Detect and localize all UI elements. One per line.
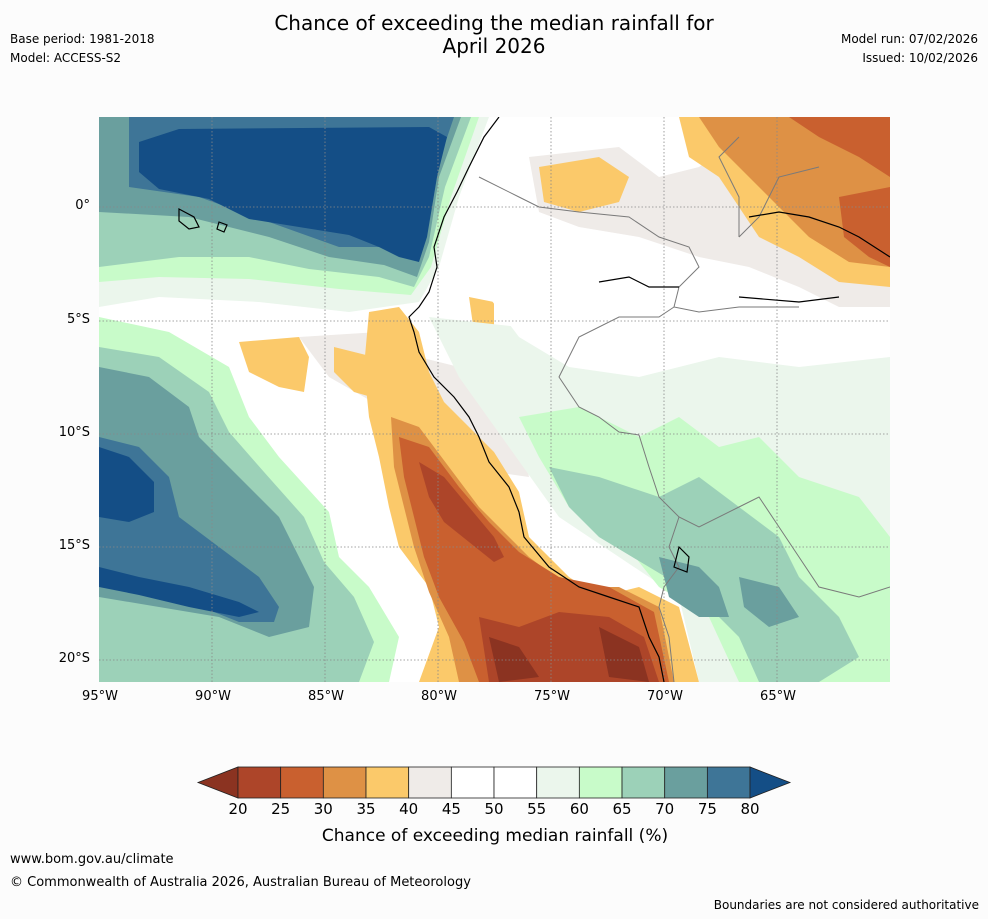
colorbar-low-arrow [196,766,239,799]
lon-label-65w: 65°W [760,689,796,704]
colorbar-tick-40: 40 [399,800,419,818]
country-borders [478,136,890,682]
rainfall-map [99,117,890,682]
colorbar-tick-35: 35 [356,800,376,818]
ocean-nw-dark-blue [139,127,447,262]
coastlines [178,117,890,682]
colorbar-cell [408,766,452,799]
meta-left: Base period: 1981-2018 Model: ACCESS-S2 [10,30,155,68]
colorbar-title: Chance of exceeding median rainfall (%) [321,826,669,846]
lat-label-0: 0° [75,198,90,213]
colorbar [196,766,792,799]
title-line-1: Chance of exceeding the median rainfall … [274,11,714,35]
amazon-teal [659,557,729,617]
map-title: Chance of exceeding the median rainfall … [244,12,744,58]
colorbar-tick-20: 20 [228,800,248,818]
colorbar-cell [493,766,538,799]
lat-label-5s: 5°S [66,312,90,327]
lon-label-95w: 95°W [82,689,118,704]
base-period: Base period: 1981-2018 [10,32,155,46]
lon-label-80w: 80°W [421,689,457,704]
colorbar-cell [280,766,324,799]
lon-label-70w: 70°W [647,689,683,704]
lat-label-15s: 15°S [58,538,90,553]
title-line-2: April 2026 [442,34,546,58]
ne-rust [789,117,890,177]
model-name: Model: ACCESS-S2 [10,51,122,65]
offshore-yellow-1 [239,337,309,392]
model-run: Model run: 07/02/2026 [840,32,978,46]
colorbar-cell [664,766,708,799]
lon-label-90w: 90°W [195,689,231,704]
colorbar-cell [706,766,751,799]
ocean-west-dark-blue-1 [99,447,154,522]
lat-label-20s: 20°S [58,651,90,666]
footer-copyright: © Commonwealth of Australia 2026, Austra… [10,875,471,890]
footer-url[interactable]: www.bom.gov.au/climate [10,852,174,867]
colorbar-tick-80: 80 [740,800,760,818]
colorbar-tick-30: 30 [313,800,333,818]
amazon-white [479,217,890,377]
lon-label-85w: 85°W [308,689,344,704]
issued-date: Issued: 10/02/2026 [862,51,978,65]
colorbar-cell [536,766,580,799]
colorbar-tick-75: 75 [697,800,717,818]
colorbar-cell [322,766,367,799]
colorbar-tick-25: 25 [271,800,291,818]
colorbar-tick-45: 45 [441,800,461,818]
colorbar-cell [578,766,623,799]
colorbar-tick-60: 60 [569,800,589,818]
lat-label-10s: 10°S [58,425,90,440]
footer-disclaimer: Boundaries are not considered authoritat… [713,898,979,912]
coastal-brown [419,462,504,562]
colorbar-tick-65: 65 [612,800,632,818]
colorbar-high-arrow [749,766,792,799]
colorbar-tick-55: 55 [527,800,547,818]
colorbar-cells [237,766,751,799]
coastal-dark [489,637,539,682]
colorbar-tick-50: 50 [484,800,504,818]
ne-yellow [539,157,629,212]
meta-right: Model run: 07/02/2026 Issued: 10/02/2026 [841,30,978,68]
lon-label-75w: 75°W [534,689,570,704]
coastal-dark-2 [599,627,649,682]
colorbar-cell [450,766,495,799]
colorbar-cell [621,766,666,799]
ne-orange [699,117,890,267]
colorbar-cell [365,766,410,799]
grid-lines [99,117,890,682]
ocean-west-dark-blue-2 [99,567,259,617]
colorbar-cell [237,766,282,799]
colorbar-tick-70: 70 [655,800,675,818]
amazon-teal-2 [739,577,799,627]
